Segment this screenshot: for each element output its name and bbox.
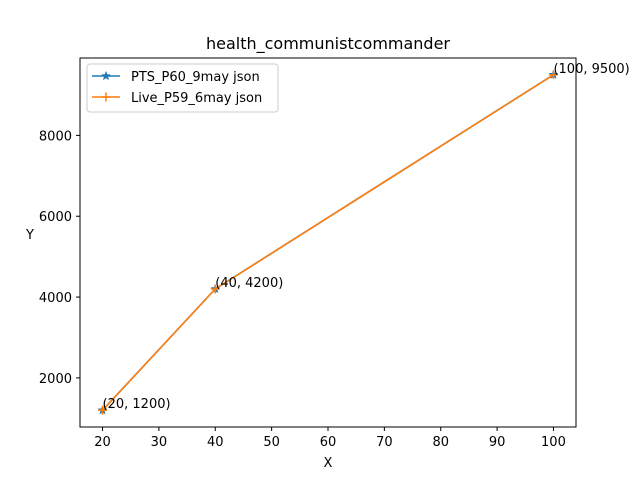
y-tick-label: 2000 [39,372,72,387]
data-label: (20, 1200) [103,397,171,412]
legend-box [86,63,279,113]
x-tick-label: 50 [263,435,280,450]
y-tick-label: 4000 [39,291,72,306]
x-tick-label: 90 [489,435,506,450]
x-tick-label: 30 [151,435,168,450]
x-axis: 20 30 40 50 60 70 80 90 100 [94,427,566,450]
x-tick-label: 40 [207,435,224,450]
x-axis-label: X [324,456,333,471]
series-2 [98,70,558,415]
legend-label: Live_P59_6may json [131,91,262,106]
y-tick-label: 6000 [39,210,72,225]
data-label: (100, 9500) [553,62,629,77]
data-point [548,70,558,80]
y-tick-label: 8000 [39,129,72,144]
data-point [98,405,108,415]
x-tick-label: 70 [376,435,393,450]
x-tick-label: 100 [541,435,566,450]
legend-label: PTS_P60_9may json [131,70,260,85]
y-axis-label: Y [25,228,34,243]
plot-area: (20, 1200) (40, 4200) (100, 9500) [97,62,630,415]
legend: PTS_P60_9may json Live_P59_6may json [86,63,279,113]
chart-title: health_communistcommander [206,34,450,54]
y-axis: 2000 4000 6000 8000 [39,129,80,387]
x-tick-label: 80 [432,435,449,450]
legend-marker [101,70,111,81]
data-point [210,284,220,294]
x-tick-label: 20 [94,435,111,450]
x-tick-label: 60 [320,435,337,450]
legend-marker [101,92,111,102]
data-label: (40, 4200) [215,276,283,291]
legend-entry: PTS_P60_9may json [92,70,260,85]
legend-entry: Live_P59_6may json [92,91,262,106]
